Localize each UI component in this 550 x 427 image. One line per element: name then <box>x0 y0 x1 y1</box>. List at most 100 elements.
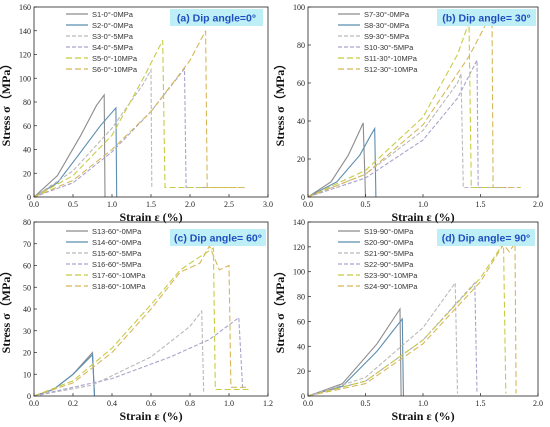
y-tick-label: 30 <box>23 327 31 336</box>
x-tick-label: 1.2 <box>263 399 273 408</box>
legend-label: S9-30°-5MPa <box>364 32 410 41</box>
panel-badge <box>170 9 263 26</box>
legend-label: S4-0°-5MPa <box>92 43 134 52</box>
chart-panel-4: 0.0 0.5 1.0 1.5 2.0 0 20 40 60 80 100 120 140 Strain … <box>272 218 543 423</box>
y-tick-label: 40 <box>297 342 305 351</box>
y-tick-label: 80 <box>23 98 31 107</box>
y-tick-label: 20 <box>23 169 31 178</box>
y-axis-label: Stress σ（MPa） <box>272 265 287 354</box>
legend-label: S1-0°-0MPa <box>92 10 134 19</box>
series-line-2 <box>307 126 377 198</box>
legend-label: S11-30°-10MPa <box>364 54 418 63</box>
y-tick-label: 0 <box>301 193 305 202</box>
series-line-6 <box>307 12 521 198</box>
y-tick-label: 100 <box>293 3 305 12</box>
legend-label: S6-0°-10MPa <box>92 65 138 74</box>
panel-badge <box>437 9 536 26</box>
y-tick-label: 40 <box>297 117 305 126</box>
series-line-3 <box>307 73 492 198</box>
legend-label: S13-60°-0MPa <box>92 227 142 236</box>
legend: S7-30°-0MPa S8-30°-0MPa S9-30°-5MPa S10-30°… <box>338 10 418 74</box>
plot-frame <box>307 6 539 198</box>
legend-label: S2-0°-0MPa <box>92 21 134 30</box>
series-line-5 <box>307 241 507 397</box>
legend-label: S24-90°-10MPa <box>364 282 418 291</box>
series-line-4 <box>307 281 478 397</box>
x-tick-label: 0.0 <box>303 200 313 209</box>
x-tick-label: 0.0 <box>29 399 39 408</box>
y-tick-label: 20 <box>23 349 31 358</box>
y-tick-label: 20 <box>297 155 305 164</box>
x-tick-label: 1.5 <box>476 200 486 209</box>
y-tick-label: 60 <box>297 79 305 88</box>
series-line-3 <box>33 309 205 397</box>
x-tick-label: 0.6 <box>146 399 156 408</box>
legend-label: S16-60°-5MPa <box>92 260 142 269</box>
y-tick-label: 70 <box>23 240 31 249</box>
series-line-6 <box>33 30 245 198</box>
legend-label: S23-90°-10MPa <box>364 271 418 280</box>
x-tick-label: 1.5 <box>476 399 486 408</box>
x-tick-label: 0.5 <box>361 399 371 408</box>
legend-label: S14-60°-0MPa <box>92 238 142 247</box>
y-tick-label: 60 <box>23 122 31 131</box>
panel-label: (b) Dip angle= 30° <box>442 13 531 25</box>
panel-label: (a) Dip angle=0° <box>177 13 256 25</box>
y-tick-label: 100 <box>19 74 31 83</box>
series-line-1 <box>307 307 402 397</box>
y-tick-label: 60 <box>23 262 31 271</box>
legend-label: S22-90°-5MPa <box>364 260 414 269</box>
legend-label: S12-30°-10MPa <box>364 65 418 74</box>
y-tick-label: 40 <box>23 146 31 155</box>
series-line-6 <box>33 244 249 397</box>
x-tick-label: 0.5 <box>68 200 78 209</box>
y-tick-label: 20 <box>297 367 305 376</box>
x-tick-label: 1.0 <box>418 399 428 408</box>
y-axis-label: Stress σ（MPa） <box>272 58 287 147</box>
legend-label: S3-0°-5MPa <box>92 32 134 41</box>
x-tick-label: 3.0 <box>263 200 273 209</box>
series-line-5 <box>33 40 237 198</box>
x-tick-label: 2.5 <box>224 200 234 209</box>
y-tick-label: 40 <box>23 305 31 314</box>
x-axis-label: Strain ε (%) <box>391 409 454 423</box>
y-tick-label: 80 <box>297 41 305 50</box>
legend-label: S7-30°-0MPa <box>364 10 410 19</box>
legend-label: S8-30°-0MPa <box>364 21 410 30</box>
x-tick-label: 0.0 <box>303 399 313 408</box>
legend-label: S21-90°-5MPa <box>364 249 414 258</box>
y-tick-label: 160 <box>19 3 31 12</box>
x-tick-label: 2.0 <box>533 399 543 408</box>
series-line-3 <box>307 281 459 397</box>
y-tick-label: 0 <box>27 193 31 202</box>
series-line-4 <box>33 316 249 397</box>
legend-label: S19-90°-0MPa <box>364 227 414 236</box>
legend-label: S18-60°-10MPa <box>92 282 146 291</box>
legend-label: S5-0°-10MPa <box>92 54 138 63</box>
series-line-4 <box>33 67 245 198</box>
legend: S1-0°-0MPa S2-0°-0MPa S3-0°-5MPa S4-0°-5MPa… <box>66 10 138 74</box>
x-tick-label: 1.0 <box>418 200 428 209</box>
x-tick-label: 2.0 <box>185 200 195 209</box>
x-tick-label: 0.0 <box>29 200 39 209</box>
y-tick-label: 80 <box>297 293 305 302</box>
x-tick-label: 0.2 <box>68 399 78 408</box>
y-tick-label: 120 <box>293 243 305 252</box>
panel-badge <box>170 229 266 246</box>
x-tick-label: 1.0 <box>224 399 234 408</box>
panel-label: (c) Dip angle= 60° <box>174 233 262 245</box>
y-tick-label: 0 <box>301 392 305 401</box>
chart-panel-3: 0.0 0.2 0.4 0.6 0.8 1.0 1.2 0 10 20 30 40 50 60 70 80 St… <box>0 218 273 423</box>
legend: S19-90°-0MPa S20-90°-0MPa S21-90°-5MPa S22-… <box>338 227 418 291</box>
series-line-1 <box>33 93 106 198</box>
x-tick-label: 1.0 <box>107 200 117 209</box>
legend-label: S10-30°-5MPa <box>364 43 414 52</box>
x-tick-label: 2.0 <box>533 200 543 209</box>
y-tick-label: 100 <box>293 268 305 277</box>
x-tick-label: 1.5 <box>146 200 156 209</box>
y-tick-label: 60 <box>297 317 305 326</box>
chart-panel-2: 0.0 0.5 1.0 1.5 2.0 0 20 40 60 80 100 Strain ε (%) S… <box>272 3 543 224</box>
panel-badge <box>437 229 535 246</box>
series-line-3 <box>33 67 153 198</box>
